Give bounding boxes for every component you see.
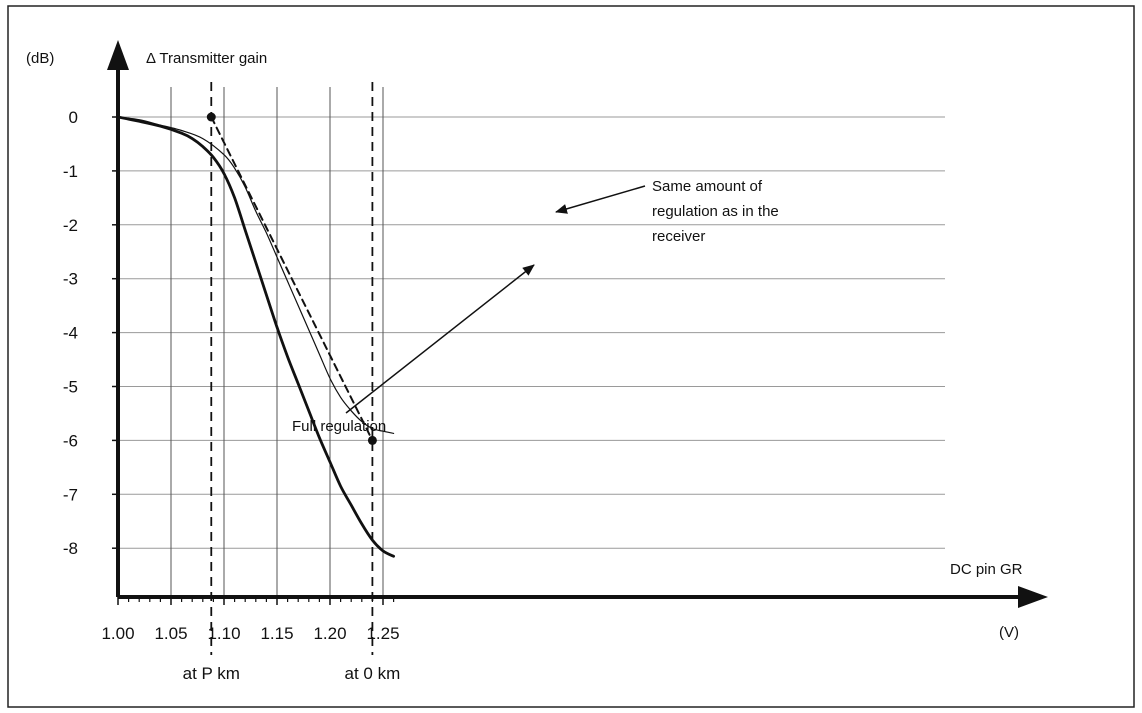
x-tick-label-3: 1.15 [260,624,293,643]
y-tick-label-5: -5 [63,378,78,397]
grid [118,87,945,597]
x-unit-label: (V) [999,624,1019,641]
y-axis-label: Δ Transmitter gain [146,50,267,67]
annotation-receiver-line-2: regulation as in the [652,203,779,220]
series [116,115,395,558]
x-tick-label-5: 1.25 [366,624,399,643]
data-points [206,112,377,445]
x-axis-label: DC pin GR [950,561,1023,578]
vertical-markers: at P km at 0 km [183,82,401,683]
ticks [112,116,395,605]
figure-border [7,5,1135,708]
y-tick-label-3: -3 [63,270,78,289]
series-dashed-reference [210,116,374,442]
annotation-receiver-line-1: Same amount of [652,178,763,195]
y-tick-label-7: -7 [63,485,78,504]
x-tick-label-1: 1.05 [154,624,187,643]
y-tick-label-0: 0 [69,108,78,127]
x-axis-arrowhead [1018,586,1048,608]
annotation-full-regulation: Full regulation [292,264,535,435]
y-unit-label: (dB) [26,50,54,67]
tick-labels: 0 -1 -2 -3 -4 -5 -6 -7 -8 1.00 1.05 1.10 1.15 1.20 1.2… [63,108,400,643]
annotation-full-regulation-label: Full regulation [292,418,386,435]
annotation-receiver-line-3: receiver [652,228,705,245]
data-point-1 [367,435,377,445]
series-full-regulation [116,115,395,558]
y-tick-label-4: -4 [63,324,78,343]
marker-label-1: at 0 km [345,664,401,683]
data-point-0 [206,112,216,122]
annotation-receiver-arrow [555,185,646,214]
y-tick-label-8: -8 [63,539,78,558]
marker-label-0: at P km [183,664,240,683]
y-tick-label-6: -6 [63,431,78,450]
y-tick-label-2: -2 [63,216,78,235]
y-tick-label-1: -1 [63,162,78,181]
series-receiver-regulation [117,116,395,434]
annotation-receiver: Same amount of regulation as in the rece… [555,178,779,245]
x-tick-label-0: 1.00 [101,624,134,643]
x-tick-label-4: 1.20 [313,624,346,643]
annotation-full-regulation-arrow [345,264,535,414]
x-tick-label-2: 1.10 [207,624,240,643]
y-axis-arrowhead [107,40,129,70]
